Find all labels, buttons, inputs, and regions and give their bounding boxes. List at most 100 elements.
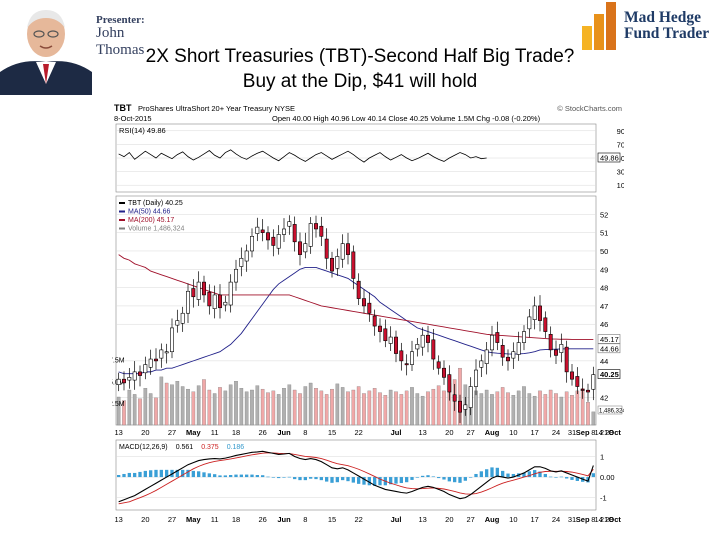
price-tick-label: 46 xyxy=(600,320,608,329)
volume-bar xyxy=(474,390,478,426)
macd-histogram-bar xyxy=(559,476,563,478)
brand-logo: Mad Hedge Fund Trader xyxy=(578,0,720,52)
presenter-label: Presenter: xyxy=(96,14,145,26)
candle-body xyxy=(212,294,217,309)
price-legend-swatch xyxy=(119,219,125,221)
volume-bar xyxy=(442,390,446,426)
macd-legend-label: MACD(12,26,9) xyxy=(119,444,168,451)
volume-bar xyxy=(415,393,420,426)
volume-bar xyxy=(367,390,372,426)
macd-histogram-bar xyxy=(351,477,355,483)
volume-current-box xyxy=(597,405,623,415)
macd-histogram-bar xyxy=(303,477,307,481)
volume-bar xyxy=(532,395,537,426)
candle-body xyxy=(575,376,580,387)
volume-bar xyxy=(362,393,366,426)
candle-body xyxy=(346,243,350,255)
candle-body xyxy=(127,377,132,381)
brand-name: Mad Hedge Fund Trader xyxy=(624,10,709,42)
macd-histogram-bar xyxy=(543,473,547,478)
macd-histogram-bar xyxy=(255,475,259,478)
candle-body xyxy=(431,339,436,360)
x-axis-label-upper: 10 xyxy=(509,428,517,437)
rsi-tick-label: 50 xyxy=(617,154,624,163)
volume-bar xyxy=(575,390,580,426)
candle-body xyxy=(148,358,153,368)
chart-date: 8-Oct-2015 xyxy=(114,114,152,123)
stock-chart: TBT ProShares UltraShort 20+ Year Treasu… xyxy=(109,100,626,528)
volume-bar xyxy=(212,393,217,426)
volume-bar xyxy=(122,400,126,426)
candle-body xyxy=(516,342,521,355)
volume-bar xyxy=(543,394,548,426)
candle-body xyxy=(415,344,420,350)
price-tick-label: 49 xyxy=(600,265,608,274)
candle-body xyxy=(234,268,238,283)
candle-body xyxy=(143,364,148,374)
price-tick-label: 42 xyxy=(600,394,608,403)
x-axis-label-upper: 8 xyxy=(591,428,595,437)
volume-bar xyxy=(484,389,489,426)
candle-body xyxy=(372,315,377,327)
x-axis-label-lower: 28 xyxy=(605,515,613,524)
volume-bar xyxy=(527,393,532,426)
candle-body xyxy=(170,327,174,353)
macd-histogram-bar xyxy=(389,477,393,485)
macd-histogram-bar xyxy=(218,475,222,478)
candle-body xyxy=(479,360,484,368)
x-axis-label-lower: 14 xyxy=(594,515,602,524)
volume-bar xyxy=(191,391,196,426)
candle-body xyxy=(244,250,249,262)
price-legend-label: Volume 1,486,324 xyxy=(128,226,185,233)
candle-body xyxy=(506,356,510,362)
rsi-tick-label: 90 xyxy=(617,127,624,136)
x-axis-label-upper: 13 xyxy=(418,428,426,437)
volume-bar xyxy=(591,411,596,426)
volume-bar xyxy=(420,395,425,426)
candle-body xyxy=(175,320,180,326)
macd-histogram-bar xyxy=(298,477,302,481)
volume-current-label: 1,486,324 xyxy=(599,409,624,415)
volume-bar xyxy=(394,391,398,426)
volume-bar xyxy=(266,392,270,426)
macd-histogram-bar xyxy=(357,477,361,484)
macd-histogram-bar xyxy=(570,477,574,480)
volume-bar xyxy=(298,393,302,426)
candle-body xyxy=(495,332,500,343)
price-tick-label: 48 xyxy=(600,284,608,293)
macd-histogram-bar xyxy=(485,469,489,478)
candle-body xyxy=(308,223,313,247)
x-axis-label-lower: 8 xyxy=(591,515,595,524)
x-axis-label-lower: 20 xyxy=(141,515,149,524)
price-legend-swatch xyxy=(119,210,125,213)
candle-body xyxy=(436,361,441,369)
candle-body xyxy=(527,316,532,330)
macd-legend-label: 0.375 xyxy=(201,444,219,451)
x-axis-label-upper: 27 xyxy=(466,428,474,437)
x-axis-label-upper: 26 xyxy=(258,428,266,437)
volume-bar xyxy=(223,390,228,426)
candle-body xyxy=(180,312,185,324)
candle-body xyxy=(298,241,302,255)
brand-line1: Mad Hedge xyxy=(624,9,702,26)
volume-bar xyxy=(586,402,590,426)
price-tick-label: 44 xyxy=(600,357,608,366)
macd-histogram-bar xyxy=(223,475,227,478)
candle-body xyxy=(207,291,212,307)
rsi-legend: RSI(14) 49.86 xyxy=(119,126,166,135)
macd-histogram-bar xyxy=(293,477,297,480)
macd-histogram-bar xyxy=(229,475,233,478)
candle-body xyxy=(303,243,308,253)
volume-bar xyxy=(271,390,276,426)
candle-body xyxy=(335,256,340,269)
macd-histogram-bar xyxy=(527,471,531,478)
macd-histogram-bar xyxy=(442,477,446,480)
volume-bar xyxy=(516,390,521,426)
volume-bar xyxy=(522,386,526,426)
macd-histogram-bar xyxy=(341,477,345,481)
macd-histogram-bar xyxy=(250,474,254,478)
candle-body xyxy=(388,336,393,344)
candle-body xyxy=(330,257,334,272)
rsi-tick-label: 10 xyxy=(617,181,624,190)
macd-histogram-bar xyxy=(421,475,425,478)
